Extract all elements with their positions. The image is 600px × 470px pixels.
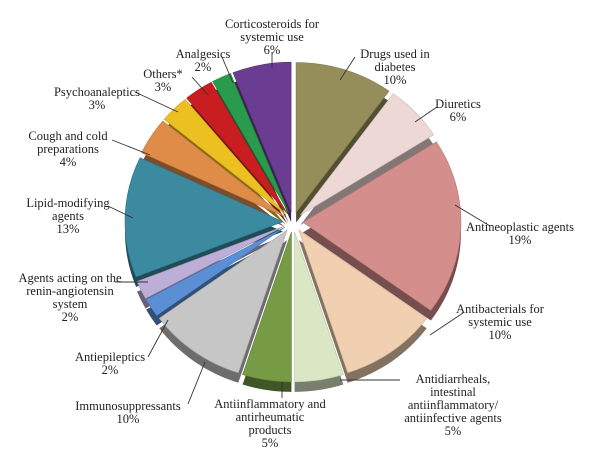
slice-label-line: systemic use: [240, 30, 304, 44]
slice-label: Antiinflammatory and antirheumatic product…: [214, 397, 326, 450]
leader-line: [107, 205, 134, 219]
slice-label-line: Others*: [143, 67, 183, 81]
slice-label-line: antirheumatic: [236, 410, 305, 424]
slice-label-line: 10%: [384, 73, 407, 87]
slice-label-line: Immunosuppressants: [75, 399, 181, 413]
slice-label: Agents acting on the renin-angiotensin sys…: [18, 271, 122, 324]
slice-label-line: Antiepileptics: [75, 350, 145, 364]
slice-label-line: Drugs used in: [360, 47, 430, 61]
slice-label: Analgesics 2%: [176, 47, 231, 74]
pie-slice: [124, 157, 284, 278]
pie-slice: [145, 227, 285, 316]
slice-label-line: 2%: [195, 60, 212, 74]
leader-line: [111, 139, 151, 156]
slice-label-line: Psychoanaleptics: [54, 85, 140, 99]
pie-slice: [141, 120, 285, 217]
leader-line: [134, 91, 179, 113]
leader-line: [414, 106, 438, 123]
slice-label: Antidiarrheals, intestinal antiinflammator…: [404, 372, 502, 438]
pie-slice: [158, 229, 288, 374]
slice-label: Corticosteroids for systemic use 6%: [225, 17, 320, 57]
pie-slice: [298, 229, 428, 374]
slice-label: Others* 3%: [143, 67, 183, 94]
slice-label-line: 19%: [509, 233, 532, 247]
leader-line: [454, 204, 491, 227]
slice-label-line: renin-angiotensin: [26, 284, 114, 298]
pie-slice: [212, 73, 290, 214]
leader-line: [339, 56, 356, 81]
slice-label-line: 6%: [450, 110, 467, 124]
slice-label: Drugs used in diabetes 10%: [360, 47, 430, 87]
slice-label-line: 6%: [264, 43, 281, 57]
slice-label-line: Agents acting on the: [18, 271, 122, 285]
leader-line: [429, 312, 464, 336]
slice-label-line: antiinflammatory/: [408, 398, 499, 412]
slice-label-line: 2%: [102, 363, 119, 377]
slice-label-line: Antidiarrheals,: [416, 372, 491, 386]
slice-label: Diuretics 6%: [435, 97, 481, 124]
slice-label-line: 10%: [117, 412, 140, 426]
slice-label-line: 3%: [155, 80, 172, 94]
slice-label: Antiepileptics 2%: [75, 350, 145, 377]
leader-line: [187, 361, 206, 405]
slice-label-line: agents: [52, 209, 84, 223]
pie-slice: [186, 81, 288, 214]
slice-label-line: products: [248, 423, 291, 437]
leader-line: [147, 319, 169, 358]
slice-label-line: antiinfective agents: [404, 411, 502, 425]
slice-label-line: Cough and cold: [28, 129, 108, 143]
slice-label: Antineoplastic agents 19%: [466, 220, 574, 247]
slice-label: Immunosuppressants 10%: [75, 399, 181, 426]
slice-label: Cough and cold preparations 4%: [28, 129, 108, 169]
slice-label-line: intestinal: [430, 385, 476, 399]
slice-label-line: 13%: [57, 222, 80, 236]
slice-label-line: 4%: [60, 155, 77, 169]
slice-label-line: 2%: [62, 310, 79, 324]
slice-label: Psychoanaleptics 3%: [54, 85, 140, 112]
pie-slice: [302, 141, 462, 311]
slice-label-line: 10%: [489, 328, 512, 342]
slice-label-line: diabetes: [375, 60, 416, 74]
slice-label-line: system: [53, 297, 88, 311]
slice-label-line: systemic use: [468, 315, 532, 329]
slice-label-line: Corticosteroids for: [225, 17, 320, 31]
pie-slice: [136, 225, 285, 299]
slice-label-line: Antiinflammatory and: [214, 397, 326, 411]
slice-label-line: Antineoplastic agents: [466, 220, 574, 234]
slice-label-line: 3%: [89, 98, 106, 112]
slice-label-line: Antibacterials for: [456, 302, 545, 316]
slice-label: Antibacterials for systemic use 10%: [456, 302, 545, 342]
pie-slice: [294, 231, 344, 383]
pie-slice: [163, 98, 287, 216]
leader-line: [191, 76, 209, 96]
pie-slice: [232, 61, 292, 213]
slice-label-line: preparations: [37, 142, 99, 156]
pie-slice: [300, 93, 435, 216]
slice-label: Lipid-modifying agents 13%: [26, 196, 110, 236]
pie-slice: [295, 62, 390, 214]
slice-label-line: 5%: [262, 436, 279, 450]
slice-label-line: Diuretics: [435, 97, 481, 111]
slice-label-line: Lipid-modifying: [26, 196, 110, 210]
slice-label-line: 5%: [445, 424, 462, 438]
leader-line: [221, 56, 234, 84]
pie-slice: [242, 231, 292, 383]
slice-label-line: Analgesics: [176, 47, 231, 61]
